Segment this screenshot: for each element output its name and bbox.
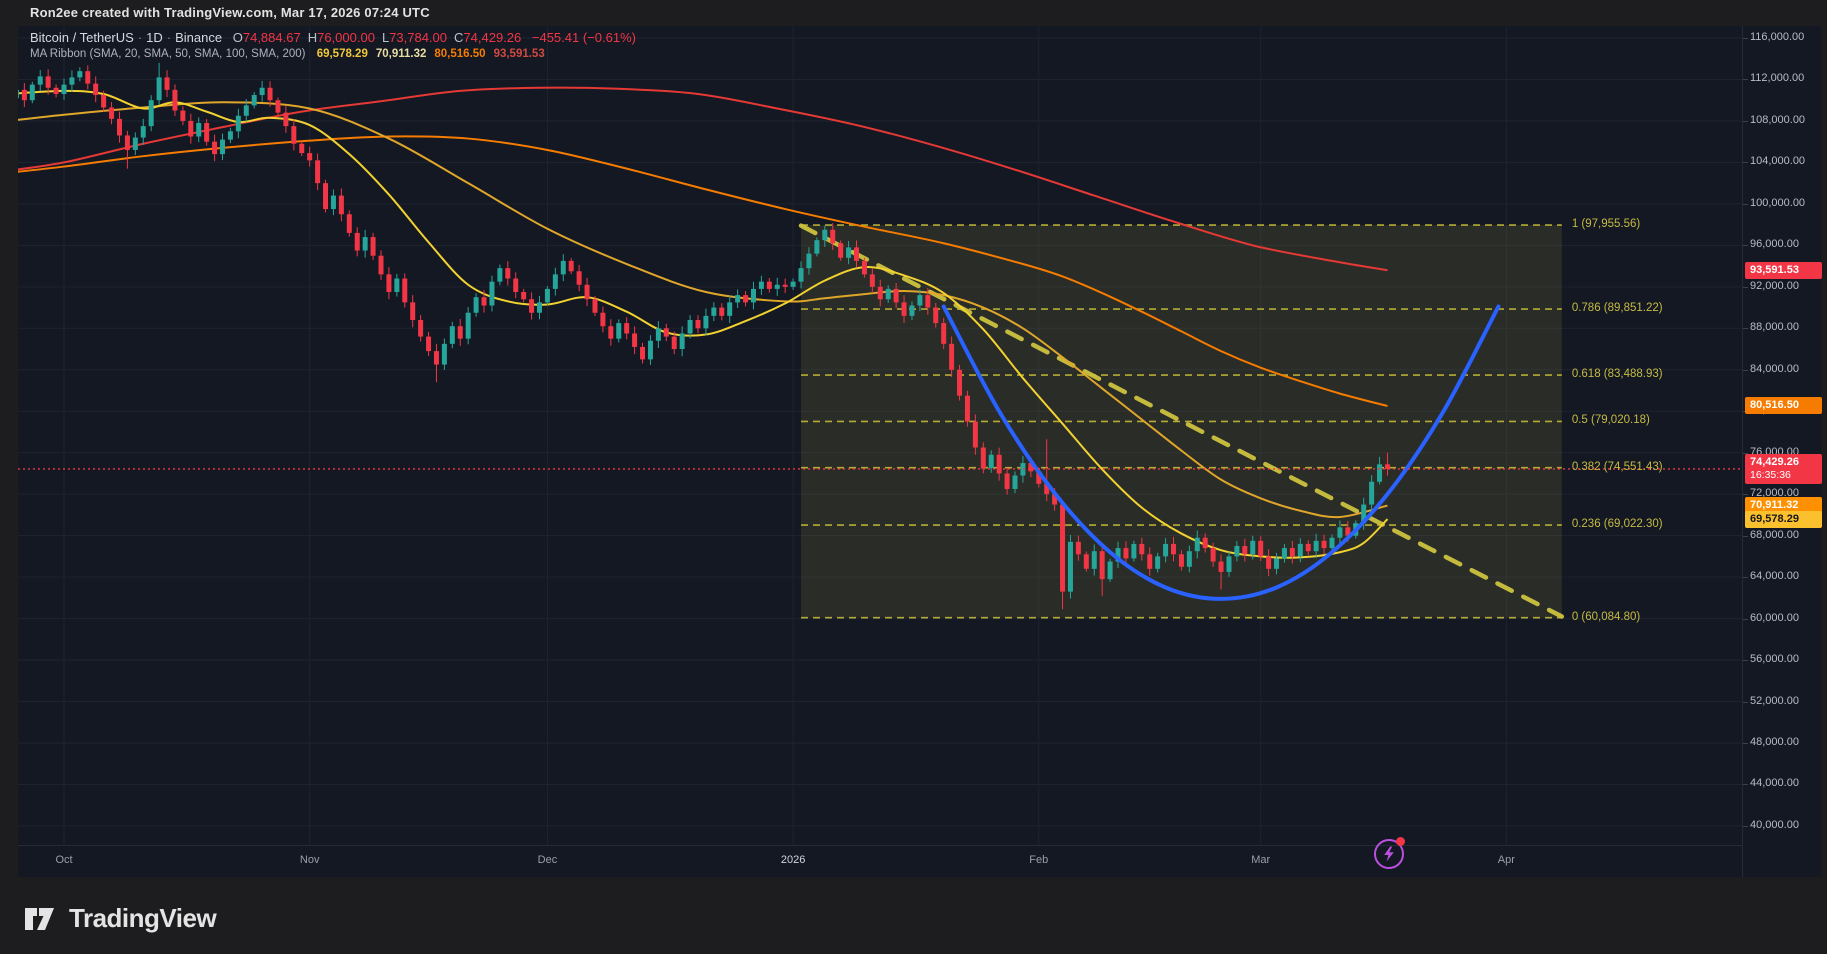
fib-level-label: 0 (60,084.80)	[1571, 610, 1641, 623]
price-axis-label: 48,000.00	[1750, 735, 1799, 748]
indicator-row[interactable]: MA Ribbon (SMA, 20, SMA, 50, SMA, 100, S…	[30, 48, 636, 60]
price-tick	[1743, 120, 1748, 122]
price-badge: 74,429.26 16:35:36	[1745, 453, 1822, 484]
attribution-text: Ron2ee created with TradingView.com, Mar…	[30, 5, 430, 20]
symbol-row[interactable]: Bitcoin / TetherUS · 1D · Binance O74,884.67…	[30, 30, 636, 45]
price-axis-label: 56,000.00	[1750, 653, 1799, 666]
time-axis-label: Apr	[1497, 854, 1515, 866]
price-axis-label: 108,000.00	[1750, 113, 1806, 126]
fib-level-label: 0.618 (83,488.93)	[1571, 368, 1663, 381]
price-tick	[1743, 328, 1748, 330]
price-tick	[1743, 369, 1748, 371]
price-tick	[1743, 577, 1748, 579]
price-axis-label: 72,000.00	[1750, 487, 1799, 500]
price-tick	[1743, 38, 1748, 39]
price-tick	[1743, 660, 1748, 662]
ma-value: 93,591.53	[493, 48, 545, 60]
price-axis-label: 92,000.00	[1750, 279, 1799, 292]
price-tick	[1743, 79, 1748, 81]
symbol-name[interactable]: Bitcoin / TetherUS	[30, 30, 134, 45]
price-axis-label: 112,000.00	[1750, 72, 1805, 85]
time-axis-label: Oct	[55, 854, 73, 866]
price-badge: 70,911.32	[1745, 496, 1822, 514]
price-axis-label: 60,000.00	[1750, 611, 1799, 624]
price-badge: 69,578.29	[1745, 510, 1822, 528]
time-axis-label: 2026	[780, 854, 806, 866]
price-tick	[1743, 701, 1748, 703]
ohlc-C: C	[454, 30, 464, 45]
price-axis-label: 88,000.00	[1750, 321, 1799, 334]
chart-panel[interactable]	[18, 26, 1742, 845]
price-badge: 80,516.50	[1745, 397, 1822, 415]
price-tick	[1743, 203, 1748, 205]
ma-value: 70,911.32	[375, 48, 427, 60]
price-tick	[1743, 245, 1748, 247]
tradingview-logo[interactable]: TradingView	[24, 903, 217, 934]
price-tick	[1743, 452, 1748, 454]
change-value: −455.41 (−0.61%)	[531, 30, 636, 45]
indicator-values: 69,578.29 70,911.32 80,516.50 93,591.53	[309, 48, 545, 60]
time-axis-label: Mar	[1251, 854, 1271, 866]
ohlc-H: H	[307, 30, 318, 45]
fib-level-label: 0.5 (79,020.18)	[1571, 414, 1650, 427]
price-tick	[1743, 535, 1748, 537]
fib-level-label: 0.382 (74,551.43)	[1571, 460, 1663, 473]
price-badge: 93,591.53	[1745, 261, 1822, 279]
price-axis-label: 52,000.00	[1750, 694, 1799, 707]
price-tick	[1743, 494, 1748, 496]
price-tick	[1743, 784, 1748, 786]
price-axis-label: 96,000.00	[1750, 238, 1799, 251]
fib-level-label: 1 (97,955.56)	[1571, 218, 1641, 231]
fib-level-label: 0.786 (89,851.22)	[1571, 302, 1663, 315]
exchange-label: Binance	[175, 30, 223, 45]
footer-bar: TradingView	[0, 877, 1827, 954]
tradingview-logo-text: TradingView	[69, 903, 217, 933]
price-tick	[1743, 286, 1748, 288]
notification-dot	[1396, 837, 1405, 846]
price-axis-label: 116,000.00	[1750, 31, 1805, 43]
ma-value: 80,516.50	[434, 48, 486, 60]
price-tick	[1743, 825, 1748, 827]
chart-legend[interactable]: Bitcoin / TetherUS · 1D · Binance O74,884.67…	[30, 30, 636, 60]
price-axis-label: 84,000.00	[1750, 362, 1799, 375]
header-bar: Ron2ee created with TradingView.com, Mar…	[0, 0, 1827, 26]
ohlc-values: O74,884.67 H76,000.00 L73,784.00 C74,429.26	[232, 30, 522, 45]
price-axis-label: 104,000.00	[1750, 155, 1806, 168]
price-axis[interactable]: 40,000.00 44,000.00 48,000.00 52,000.00 56,0…	[1742, 26, 1822, 877]
tradingview-logo-icon	[25, 907, 54, 930]
ma-value: 69,578.29	[316, 48, 368, 60]
price-axis-label: 64,000.00	[1750, 570, 1799, 583]
boost-button[interactable]	[1374, 837, 1405, 869]
time-axis[interactable]: Oct Nov Dec 2026 Feb Mar Apr	[18, 845, 1742, 878]
price-tick	[1743, 618, 1748, 620]
price-axis-label: 44,000.00	[1750, 777, 1799, 790]
time-axis-label: Feb	[1029, 854, 1049, 866]
price-axis-label: 100,000.00	[1750, 196, 1806, 209]
price-tick	[1743, 162, 1748, 164]
fib-level-label: 0.236 (69,022.30)	[1571, 518, 1663, 531]
time-axis-label: Nov	[299, 854, 320, 866]
price-tick	[1743, 742, 1748, 744]
lightning-icon	[1374, 839, 1404, 869]
price-axis-label: 68,000.00	[1750, 528, 1799, 541]
indicator-label[interactable]: MA Ribbon (SMA, 20, SMA, 50, SMA, 100, S…	[30, 48, 306, 60]
interval-label[interactable]: 1D	[146, 30, 163, 45]
price-axis-label: 40,000.00	[1750, 818, 1799, 831]
ohlc-O: O	[232, 30, 243, 45]
time-axis-label: Dec	[537, 854, 558, 866]
